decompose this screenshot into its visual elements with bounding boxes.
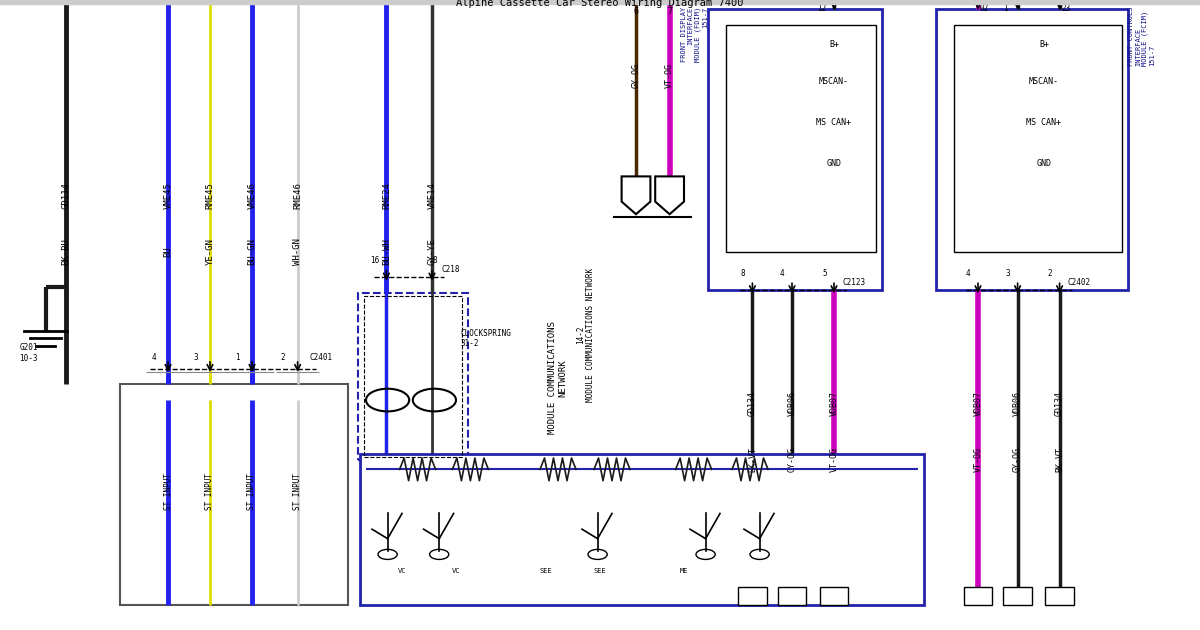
Text: 4: 4 xyxy=(780,269,785,278)
Text: 6: 6 xyxy=(634,7,638,16)
Text: FRONT CONTROLS
INTERFACE
MODULE (FCIM)
151-7: FRONT CONTROLS INTERFACE MODULE (FCIM) 1… xyxy=(1128,6,1156,66)
Text: ST INPUT: ST INPUT xyxy=(205,473,215,510)
Text: B+: B+ xyxy=(829,40,839,49)
Text: VDB07: VDB07 xyxy=(973,391,983,416)
Text: MS CAN+: MS CAN+ xyxy=(1026,118,1062,127)
Text: 1: 1 xyxy=(1003,4,1008,13)
Text: GD114: GD114 xyxy=(61,182,71,209)
Text: C218: C218 xyxy=(442,265,460,274)
Text: 14-2
MODULE COMMUNICATIONS NETWORK: 14-2 MODULE COMMUNICATIONS NETWORK xyxy=(576,268,595,402)
Text: RME45: RME45 xyxy=(205,182,215,209)
Text: ME: ME xyxy=(679,568,689,575)
Text: G201
10-3: G201 10-3 xyxy=(19,343,38,363)
Text: SEE: SEE xyxy=(594,568,606,575)
Text: 23: 23 xyxy=(1061,4,1070,13)
Bar xyxy=(360,454,924,605)
Text: MSCAN-: MSCAN- xyxy=(1030,77,1060,86)
Text: 02: 02 xyxy=(979,4,989,13)
Polygon shape xyxy=(622,176,650,214)
Text: C2402: C2402 xyxy=(1068,278,1091,287)
Bar xyxy=(1045,587,1074,605)
Text: GND: GND xyxy=(827,159,841,168)
Text: BU: BU xyxy=(163,246,173,258)
Text: 16: 16 xyxy=(370,256,379,265)
Text: 5: 5 xyxy=(822,269,827,278)
Text: VME45: VME45 xyxy=(163,182,173,209)
Text: 4: 4 xyxy=(151,353,156,362)
Text: B+: B+ xyxy=(1039,40,1049,49)
Text: ST INPUT: ST INPUT xyxy=(163,473,173,510)
Bar xyxy=(708,9,882,290)
Bar xyxy=(778,587,806,605)
Text: VDB07: VDB07 xyxy=(829,391,839,416)
Text: C2401: C2401 xyxy=(310,353,332,362)
Bar xyxy=(358,293,468,460)
Text: GD134: GD134 xyxy=(748,391,757,416)
Text: 8: 8 xyxy=(432,256,437,265)
Text: GY-OG: GY-OG xyxy=(631,63,641,88)
Polygon shape xyxy=(655,176,684,214)
Text: RME46: RME46 xyxy=(293,182,302,209)
Text: C2123: C2123 xyxy=(842,278,865,287)
Text: GY-OG: GY-OG xyxy=(787,447,797,472)
Bar xyxy=(0,0,1200,4)
Text: VDB06: VDB06 xyxy=(787,391,797,416)
Text: Alpine Cassette Car Stereo Wiring Diagram 7400: Alpine Cassette Car Stereo Wiring Diagra… xyxy=(456,0,744,8)
Text: VME46: VME46 xyxy=(247,182,257,209)
Text: MODULE COMMUNICATIONS
NETWORK: MODULE COMMUNICATIONS NETWORK xyxy=(548,321,568,435)
Text: RME24: RME24 xyxy=(382,182,391,209)
Text: 8: 8 xyxy=(740,269,745,278)
Text: VT-OG: VT-OG xyxy=(829,447,839,472)
Bar xyxy=(120,384,348,605)
Bar xyxy=(738,587,767,605)
Text: 2: 2 xyxy=(1048,269,1052,278)
Text: GND: GND xyxy=(1037,159,1051,168)
Text: VC: VC xyxy=(397,568,407,575)
Bar xyxy=(954,25,1122,252)
Text: VT-OG: VT-OG xyxy=(665,63,674,88)
Bar xyxy=(726,25,876,252)
Text: ST INPUT: ST INPUT xyxy=(247,473,257,510)
Text: VME14: VME14 xyxy=(427,182,437,209)
Text: MS CAN+: MS CAN+ xyxy=(816,118,852,127)
Text: ST INPUT: ST INPUT xyxy=(293,473,302,510)
Bar xyxy=(364,296,462,457)
Text: GY-YE: GY-YE xyxy=(427,239,437,265)
Text: 3: 3 xyxy=(193,353,198,362)
Text: BU-WH: BU-WH xyxy=(382,239,391,265)
Text: GD134: GD134 xyxy=(1055,391,1064,416)
Text: 4: 4 xyxy=(966,269,971,278)
Text: BK-VT: BK-VT xyxy=(1055,447,1064,472)
Text: 3: 3 xyxy=(1006,269,1010,278)
Text: VC: VC xyxy=(451,568,461,575)
Text: YE-GN: YE-GN xyxy=(205,239,215,265)
Text: 7: 7 xyxy=(667,7,672,16)
Text: VT-OG: VT-OG xyxy=(973,447,983,472)
Bar xyxy=(964,587,992,605)
Text: 1: 1 xyxy=(235,353,240,362)
Text: CLOCKSPRING
31-2: CLOCKSPRING 31-2 xyxy=(461,329,511,348)
Text: 2: 2 xyxy=(281,353,286,362)
Text: 12: 12 xyxy=(817,4,827,13)
Text: BK-VT: BK-VT xyxy=(748,447,757,472)
Bar xyxy=(936,9,1128,290)
Text: GY-OG: GY-OG xyxy=(1013,447,1022,472)
Text: VDB06: VDB06 xyxy=(1013,391,1022,416)
Bar xyxy=(820,587,848,605)
Text: WH-GN: WH-GN xyxy=(293,239,302,265)
Bar xyxy=(1003,587,1032,605)
Text: BU-GN: BU-GN xyxy=(247,239,257,265)
Text: MSCAN-: MSCAN- xyxy=(818,77,848,86)
Text: BK-BU: BK-BU xyxy=(61,239,71,265)
Text: SEE: SEE xyxy=(540,568,552,575)
Text: FRONT DISPLAY
INTERFACE
MODULE (FDIM)
151-7: FRONT DISPLAY INTERFACE MODULE (FDIM) 15… xyxy=(680,6,708,62)
